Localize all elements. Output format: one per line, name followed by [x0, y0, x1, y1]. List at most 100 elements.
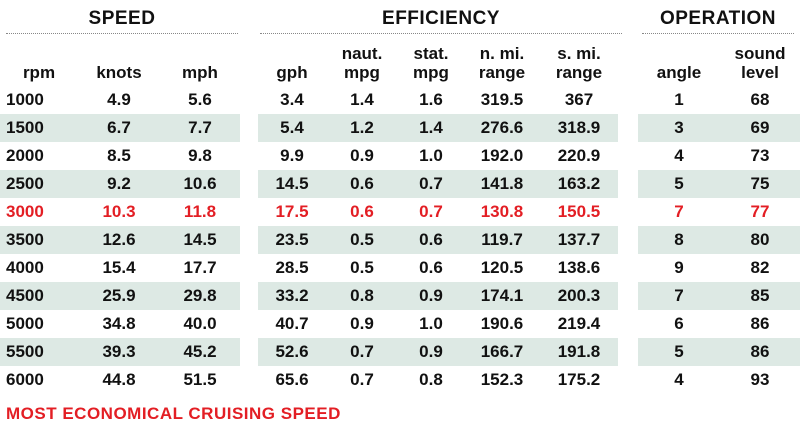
cell-mph: 10.6: [160, 170, 240, 198]
cell-sound-level: 77: [750, 202, 770, 221]
cell-rpm: 6000: [6, 370, 44, 389]
group-header-speed: SPEED: [6, 8, 238, 34]
cell-angle: 9: [674, 258, 684, 277]
cell-sound-level: 82: [750, 258, 770, 277]
cell-knots: 6.7: [78, 114, 160, 142]
col-stat-mpg: stat. mpg: [413, 44, 449, 82]
cell-knots: 25.9: [78, 282, 160, 310]
cell-angle: 8: [638, 226, 720, 254]
cell-stat-mpg: 0.8: [419, 370, 443, 389]
cell-n-mi-range: 120.5: [480, 258, 524, 277]
column-header-row: rpm knots mph gph naut. mpg stat. mpg n.…: [0, 38, 800, 86]
cell-naut-mpg: 1.2: [326, 114, 398, 142]
cell-rpm: 1000: [6, 90, 44, 109]
cell-angle: 5: [638, 338, 720, 366]
table-row: 4500 25.9 29.8 33.2 0.8 0.9 174.1 200.3 7 85: [0, 282, 800, 310]
cell-n-mi-range: 152.3: [480, 370, 524, 389]
cell-n-mi-range: 190.6: [480, 314, 524, 333]
table-body: 1000 4.9 5.6 3.4 1.4 1.6 319.5 367 1 68 1500 6.7 7.7…: [0, 86, 800, 394]
cell-sound-level: 93: [750, 370, 770, 389]
col-gph: gph: [276, 63, 308, 82]
cell-naut-mpg: 0.9: [350, 146, 374, 165]
cell-s-mi-range: 137.7: [540, 226, 618, 254]
cell-stat-mpg: 1.0: [419, 314, 443, 333]
cell-mph: 9.8: [188, 146, 212, 165]
cell-n-mi-range: 166.7: [464, 338, 540, 366]
cell-s-mi-range: 367: [564, 90, 594, 109]
cell-s-mi-range: 150.5: [557, 202, 601, 221]
table-row: 1500 6.7 7.7 5.4 1.2 1.4 276.6 318.9 3 69: [0, 114, 800, 142]
cell-rpm: 3500: [0, 226, 78, 254]
cell-stat-mpg: 0.7: [398, 170, 464, 198]
cell-gph: 52.6: [258, 338, 326, 366]
table-row: 6000 44.8 51.5 65.6 0.7 0.8 152.3 175.2 4 93: [0, 366, 800, 394]
cell-s-mi-range: 200.3: [540, 282, 618, 310]
cell-naut-mpg: 0.5: [350, 258, 374, 277]
cell-angle: 5: [638, 170, 720, 198]
cell-naut-mpg: 0.5: [326, 226, 398, 254]
cell-mph: 7.7: [160, 114, 240, 142]
cell-naut-mpg: 0.7: [326, 338, 398, 366]
cell-s-mi-range: 175.2: [557, 370, 601, 389]
cell-sound-level: 73: [750, 146, 770, 165]
cell-rpm: 5000: [6, 314, 44, 333]
cell-angle: 3: [638, 114, 720, 142]
cell-rpm: 4000: [6, 258, 44, 277]
cell-stat-mpg: 0.6: [398, 226, 464, 254]
table-row: 3500 12.6 14.5 23.5 0.5 0.6 119.7 137.7 8 80: [0, 226, 800, 254]
table-row: 5500 39.3 45.2 52.6 0.7 0.9 166.7 191.8 5 86: [0, 338, 800, 366]
cell-n-mi-range: 174.1: [464, 282, 540, 310]
cell-knots: 10.3: [102, 202, 136, 221]
cell-gph: 3.4: [280, 90, 304, 109]
table-row: 2000 8.5 9.8 9.9 0.9 1.0 192.0 220.9 4 73: [0, 142, 800, 170]
cell-gph: 28.5: [275, 258, 309, 277]
cell-mph: 11.8: [183, 202, 217, 221]
cell-knots: 12.6: [78, 226, 160, 254]
cell-rpm: 2500: [0, 170, 78, 198]
cell-sound-level: 75: [720, 170, 800, 198]
table-row: 1000 4.9 5.6 3.4 1.4 1.6 319.5 367 1 68: [0, 86, 800, 114]
cell-gph: 17.5: [275, 202, 309, 221]
cell-mph: 17.7: [183, 258, 217, 277]
cell-n-mi-range: 130.8: [480, 202, 524, 221]
col-naut-mpg: naut. mpg: [341, 44, 383, 82]
table-row: 2500 9.2 10.6 14.5 0.6 0.7 141.8 163.2 5 75: [0, 170, 800, 198]
cell-sound-level: 80: [720, 226, 800, 254]
cell-n-mi-range: 119.7: [464, 226, 540, 254]
cell-angle: 7: [638, 282, 720, 310]
cell-sound-level: 69: [720, 114, 800, 142]
cell-knots: 39.3: [78, 338, 160, 366]
col-sound-level: sound level: [734, 44, 786, 82]
col-s-mi-range: s. mi. range: [555, 44, 603, 82]
cell-stat-mpg: 1.6: [419, 90, 443, 109]
cell-gph: 33.2: [258, 282, 326, 310]
cell-s-mi-range: 138.6: [557, 258, 601, 277]
cell-stat-mpg: 0.9: [398, 338, 464, 366]
cell-knots: 8.5: [107, 146, 131, 165]
cell-knots: 34.8: [102, 314, 136, 333]
cell-sound-level: 85: [720, 282, 800, 310]
cell-n-mi-range: 141.8: [464, 170, 540, 198]
footnote: MOST ECONOMICAL CRUISING SPEED: [6, 404, 341, 423]
cell-n-mi-range: 192.0: [480, 146, 524, 165]
cell-mph: 29.8: [160, 282, 240, 310]
cell-angle: 4: [674, 370, 684, 389]
cell-s-mi-range: 220.9: [557, 146, 601, 165]
cell-knots: 9.2: [78, 170, 160, 198]
cell-knots: 44.8: [102, 370, 136, 389]
col-n-mi-range: n. mi. range: [478, 44, 526, 82]
cell-stat-mpg: 0.7: [419, 202, 443, 221]
cell-sound-level: 86: [720, 338, 800, 366]
cell-gph: 65.6: [275, 370, 309, 389]
col-knots: knots: [96, 63, 142, 82]
cell-s-mi-range: 219.4: [557, 314, 601, 333]
table-row: 5000 34.8 40.0 40.7 0.9 1.0 190.6 219.4 6 86: [0, 310, 800, 338]
cell-naut-mpg: 0.6: [326, 170, 398, 198]
cell-mph: 5.6: [188, 90, 212, 109]
cell-s-mi-range: 163.2: [540, 170, 618, 198]
cell-n-mi-range: 319.5: [480, 90, 524, 109]
performance-table: rpm knots mph gph naut. mpg stat. mpg n.…: [0, 38, 800, 394]
col-angle: angle: [656, 63, 702, 82]
cell-angle: 1: [674, 90, 684, 109]
cell-gph: 5.4: [258, 114, 326, 142]
